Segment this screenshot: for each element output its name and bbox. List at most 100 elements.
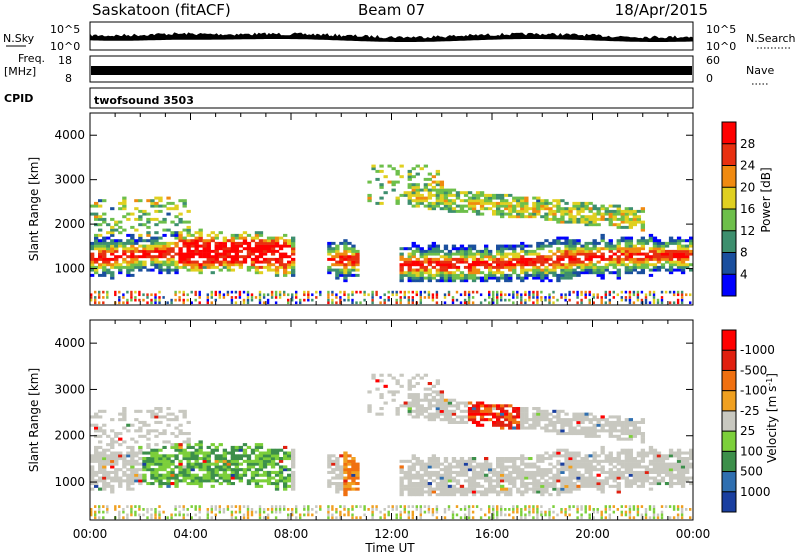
power-cell <box>242 231 248 235</box>
power-cell <box>660 298 664 302</box>
power-cell <box>250 296 254 299</box>
velocity-cell <box>520 426 525 430</box>
colorbar-tick-label: 1000 <box>740 485 771 499</box>
velocity-cell <box>664 470 670 474</box>
power-cell <box>616 260 621 264</box>
power-cell <box>672 249 678 253</box>
power-cell <box>122 204 127 208</box>
velocity-cell <box>198 516 201 520</box>
power-cell <box>102 301 105 305</box>
velocity-cell <box>202 451 207 455</box>
power-cell <box>158 236 163 240</box>
velocity-cell <box>371 510 374 514</box>
power-cell <box>488 201 493 205</box>
velocity-cell <box>656 459 662 463</box>
power-cell <box>411 276 416 280</box>
velocity-cell <box>447 462 453 466</box>
velocity-cell <box>467 409 473 413</box>
velocity-cell <box>439 398 445 402</box>
power-cell <box>552 268 557 272</box>
power-cell <box>415 185 420 189</box>
power-cell <box>90 293 93 297</box>
velocity-cell <box>592 429 597 433</box>
power-cell <box>451 279 457 283</box>
velocity-cell <box>471 407 477 411</box>
power-cell <box>270 263 276 267</box>
power-cell <box>347 257 352 261</box>
velocity-cell <box>632 426 638 430</box>
power-cell <box>230 239 236 243</box>
power-cell <box>628 225 634 229</box>
velocity-cell <box>166 418 171 422</box>
power-cell <box>596 207 601 211</box>
velocity-cell <box>463 401 469 405</box>
freq-strip <box>89 55 694 83</box>
velocity-cell <box>552 479 557 483</box>
velocity-cell <box>580 432 585 436</box>
power-cell <box>343 263 348 267</box>
velocity-cell <box>624 432 630 436</box>
velocity-cell <box>668 470 674 474</box>
velocity-cell <box>443 415 449 419</box>
velocity-cell <box>548 476 553 480</box>
velocity-cell <box>170 470 175 474</box>
power-cell <box>270 249 276 253</box>
power-cell <box>150 201 155 205</box>
power-cell <box>540 257 545 261</box>
velocity-cell <box>178 423 183 427</box>
velocity-cell <box>415 382 420 386</box>
power-cell <box>435 252 441 256</box>
power-cell <box>628 265 634 269</box>
velocity-cell <box>628 516 632 520</box>
power-cell <box>178 260 183 264</box>
power-cell <box>447 273 453 277</box>
velocity-cell <box>471 490 477 494</box>
power-cell <box>628 298 632 302</box>
power-cell <box>516 260 521 264</box>
power-cell <box>640 209 646 213</box>
power-cell <box>102 273 107 277</box>
velocity-cell <box>592 510 595 514</box>
velocity-cell <box>640 484 646 488</box>
velocity-cell <box>451 484 457 488</box>
velocity-cell <box>500 420 505 424</box>
velocity-cell <box>660 516 664 520</box>
velocity-cell <box>612 473 617 477</box>
power-cell <box>238 233 244 237</box>
power-cell <box>98 217 103 221</box>
power-cell <box>689 249 694 253</box>
power-cell <box>552 296 555 299</box>
power-cell <box>399 296 402 299</box>
velocity-cell <box>628 479 634 483</box>
velocity-cell <box>524 484 529 488</box>
velocity-cell <box>230 448 236 452</box>
velocity-cell <box>620 505 624 508</box>
power-cell <box>303 293 306 297</box>
power-cell <box>608 249 613 253</box>
power-cell <box>564 255 569 259</box>
velocity-cell <box>118 516 121 520</box>
power-cell <box>178 220 183 224</box>
velocity-cell <box>98 451 103 455</box>
power-cell <box>431 257 437 261</box>
velocity-cell <box>520 493 525 497</box>
power-cell <box>351 268 356 272</box>
power-cell <box>463 276 469 280</box>
velocity-cell <box>371 505 374 508</box>
velocity-cell <box>315 505 318 508</box>
velocity-cell <box>520 462 525 466</box>
power-cell <box>351 290 354 294</box>
power-cell <box>680 249 686 253</box>
velocity-cell <box>447 412 453 416</box>
velocity-cell <box>399 384 404 388</box>
power-cell <box>556 201 561 205</box>
power-cell <box>644 293 648 297</box>
velocity-cell <box>600 490 605 494</box>
velocity-cell <box>158 482 163 486</box>
velocity-cell <box>166 440 171 444</box>
power-cell <box>415 271 420 275</box>
power-cell <box>628 239 634 243</box>
velocity-cell <box>548 513 551 517</box>
power-cell <box>266 265 272 269</box>
power-cell <box>134 217 139 221</box>
